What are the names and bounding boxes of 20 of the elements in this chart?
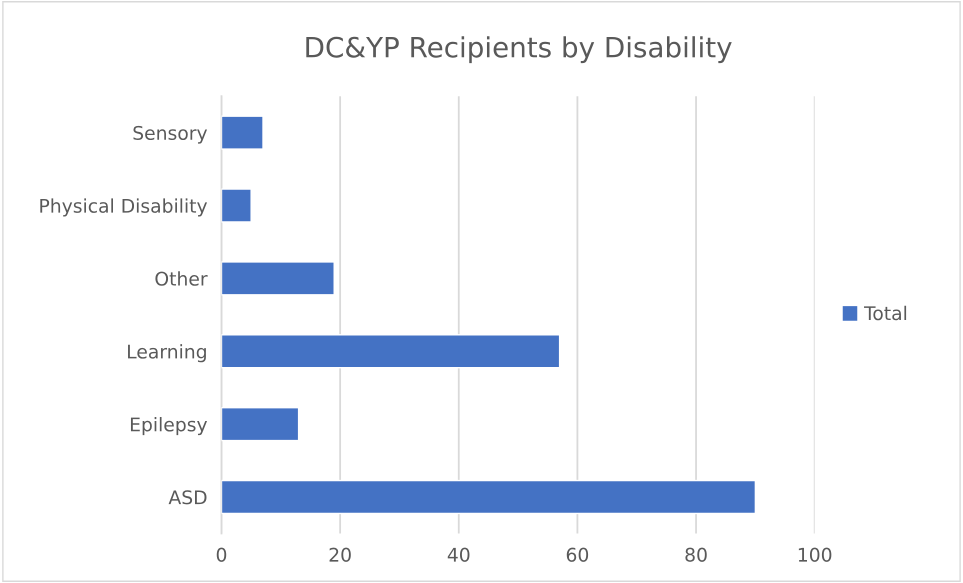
bar — [221, 334, 560, 368]
bar — [221, 261, 335, 296]
chart-title: DC&YP Recipients by Disability — [306, 36, 732, 64]
x-tick-label: 20 — [330, 548, 351, 562]
y-tick-label: Sensory — [133, 126, 208, 144]
y-tick-label: Other — [155, 271, 208, 286]
x-tick-label: 0 — [216, 548, 226, 562]
bar — [221, 480, 756, 514]
legend-label: Total — [864, 306, 906, 320]
y-tick-label: Physical Disability — [40, 198, 208, 217]
x-tick-label: 80 — [685, 548, 707, 562]
x-tick-label: 60 — [566, 548, 588, 562]
bar — [221, 407, 300, 442]
y-tick-label: Learning — [128, 344, 206, 362]
y-tick-label: Epilepsy — [130, 417, 208, 436]
bar — [221, 188, 252, 223]
x-tick-label: 40 — [448, 548, 470, 562]
y-tick-label: ASD — [168, 490, 206, 504]
x-tick-label: 100 — [798, 548, 832, 562]
bar — [221, 116, 264, 150]
